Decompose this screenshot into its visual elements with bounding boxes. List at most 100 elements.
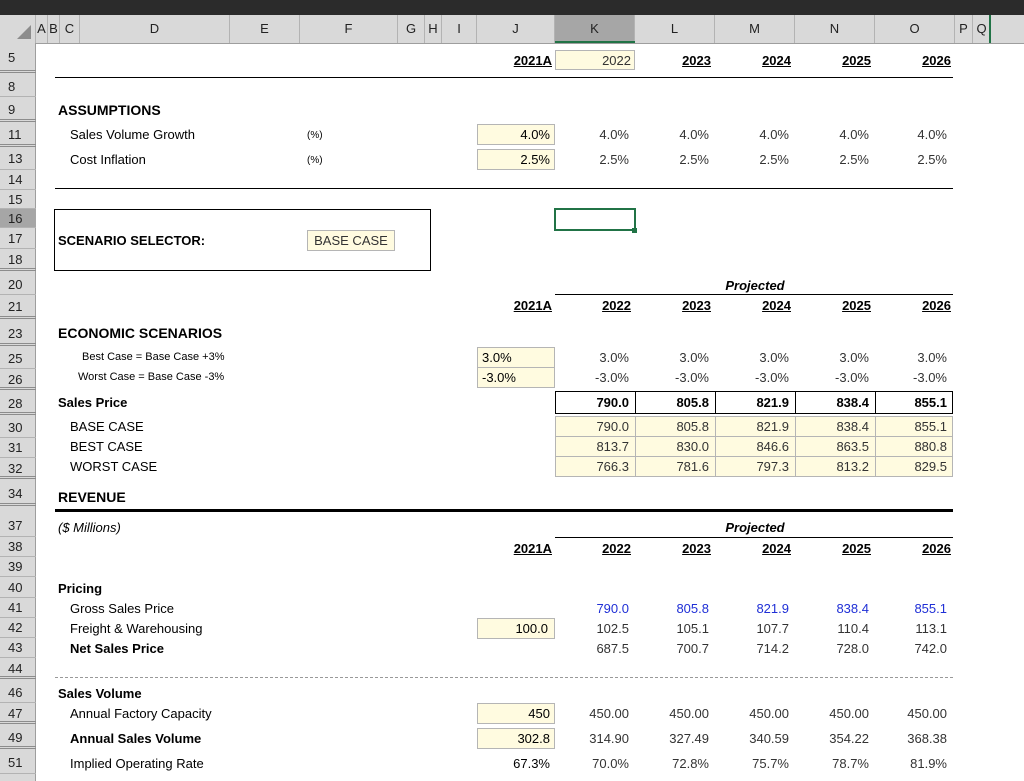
- row-header-16[interactable]: 16: [0, 209, 36, 228]
- year-header-2024: 2024: [762, 298, 791, 313]
- fill-handle[interactable]: [632, 228, 637, 233]
- net-sales-price-2022: 687.5: [596, 641, 629, 656]
- column-header-l[interactable]: L: [635, 15, 715, 43]
- row-header-14[interactable]: 14: [0, 170, 36, 190]
- row-header-42[interactable]: 42: [0, 618, 36, 638]
- freight-input[interactable]: [477, 618, 555, 639]
- column-header-h[interactable]: H: [425, 15, 442, 43]
- scenario-selector-input[interactable]: [307, 230, 395, 251]
- base-case-2025: 838.4: [836, 419, 869, 434]
- section-divider: [55, 509, 953, 512]
- scenario-price-grid[interactable]: [555, 416, 953, 477]
- worst-case-2021a: -3.0%: [482, 370, 516, 385]
- year-header-2026: 2026: [922, 298, 951, 313]
- base-case-2026: 855.1: [914, 419, 947, 434]
- row-header-43[interactable]: 43: [0, 638, 36, 658]
- column-header-d[interactable]: D: [80, 15, 230, 43]
- row-header-20[interactable]: 20: [0, 275, 36, 295]
- row-header-39[interactable]: 39: [0, 557, 36, 577]
- row-header-11[interactable]: 11: [0, 123, 36, 147]
- factory-capacity-2022: 450.00: [589, 706, 629, 721]
- worst-case-2024: -3.0%: [755, 370, 789, 385]
- operating-rate-label: Implied Operating Rate: [70, 756, 204, 771]
- row-header-37[interactable]: 37: [0, 515, 36, 537]
- cost-inflation-input[interactable]: [477, 149, 555, 170]
- row-header-28[interactable]: 28: [0, 393, 36, 415]
- year-header-2022: 2022: [602, 541, 631, 556]
- year-header-2025: 2025: [842, 541, 871, 556]
- annual-sales-volume-2023: 327.49: [669, 731, 709, 746]
- year-header-2025: 2025: [842, 53, 871, 68]
- row-header-38[interactable]: 38: [0, 537, 36, 557]
- row-header-31[interactable]: 31: [0, 438, 36, 458]
- cost-inflation-2022: 2.5%: [599, 152, 629, 167]
- column-header-f[interactable]: F: [300, 15, 398, 43]
- row-header-8[interactable]: 8: [0, 77, 36, 97]
- row-header-34[interactable]: 34: [0, 482, 36, 506]
- column-header-g[interactable]: G: [398, 15, 425, 43]
- net-sales-price-2024: 714.2: [756, 641, 789, 656]
- row-header-40[interactable]: 40: [0, 577, 36, 598]
- freight-2025: 110.4: [837, 621, 869, 636]
- row-header-15[interactable]: 15: [0, 190, 36, 209]
- net-sales-price-label: Net Sales Price: [70, 641, 164, 656]
- worst-case-2023: -3.0%: [675, 370, 709, 385]
- cell-divider: [715, 416, 716, 477]
- row-header-23[interactable]: 23: [0, 322, 36, 346]
- column-header-n[interactable]: N: [795, 15, 875, 43]
- year-header-2023: 2023: [682, 541, 711, 556]
- cell-divider: [635, 391, 636, 414]
- gross-sales-price-2026: 855.1: [914, 601, 947, 616]
- row-header-32[interactable]: 32: [0, 458, 36, 479]
- projected-rule: [555, 294, 953, 295]
- row-header-51[interactable]: 51: [0, 752, 36, 774]
- column-header-p[interactable]: P: [955, 15, 973, 43]
- row-header-41[interactable]: 41: [0, 598, 36, 618]
- year-input-2022[interactable]: [555, 50, 635, 70]
- selected-column-indicator: [555, 41, 635, 43]
- year-header-2021a: 2021A: [513, 541, 552, 556]
- sales-price-2022: 790.0: [596, 395, 629, 410]
- freight-2021a: 100.0: [515, 621, 548, 636]
- column-header-j[interactable]: J: [477, 15, 555, 43]
- worst-case-price-2025: 813.2: [836, 459, 869, 474]
- sales-growth-input[interactable]: [477, 124, 555, 145]
- freight-2023: 105.1: [676, 621, 709, 636]
- row-header-17[interactable]: 17: [0, 228, 36, 249]
- column-header-c[interactable]: C: [60, 15, 80, 43]
- freight-2026: 113.1: [915, 621, 947, 636]
- assumptions-title: ASSUMPTIONS: [58, 102, 161, 118]
- best-case-price-2024: 846.6: [756, 439, 789, 454]
- column-header-k[interactable]: K: [555, 15, 635, 43]
- column-header-o[interactable]: O: [875, 15, 955, 43]
- best-case-2024: 3.0%: [759, 350, 789, 365]
- annual-sales-volume-2022: 314.90: [589, 731, 629, 746]
- row-header-44[interactable]: 44: [0, 658, 36, 679]
- column-header-a[interactable]: A: [36, 15, 48, 43]
- column-header-e[interactable]: E: [230, 15, 300, 43]
- factory-capacity-input[interactable]: [477, 703, 555, 724]
- worst-case-input[interactable]: [477, 367, 555, 388]
- row-header-5[interactable]: 5: [0, 43, 36, 73]
- column-header-m[interactable]: M: [715, 15, 795, 43]
- row-header-18[interactable]: 18: [0, 249, 36, 271]
- row-header-21[interactable]: 21: [0, 295, 36, 319]
- select-all-button[interactable]: [0, 15, 36, 43]
- column-header-b[interactable]: B: [48, 15, 60, 43]
- column-header-i[interactable]: I: [442, 15, 477, 43]
- annual-sales-volume-input[interactable]: [477, 728, 555, 749]
- worst-case-price-2022: 766.3: [596, 459, 629, 474]
- row-header-25[interactable]: 25: [0, 349, 36, 369]
- base-case-label: BASE CASE: [70, 419, 144, 434]
- row-header-13[interactable]: 13: [0, 148, 36, 170]
- row-header-9[interactable]: 9: [0, 97, 36, 122]
- row-header-46[interactable]: 46: [0, 683, 36, 703]
- row-header-49[interactable]: 49: [0, 727, 36, 749]
- freight-2024: 107.7: [756, 621, 789, 636]
- factory-capacity-2024: 450.00: [749, 706, 789, 721]
- row-header-26[interactable]: 26: [0, 369, 36, 390]
- annual-sales-volume-2021a: 302.8: [517, 731, 550, 746]
- row-header-30[interactable]: 30: [0, 418, 36, 438]
- row-header-47[interactable]: 47: [0, 703, 36, 724]
- active-cell-selection[interactable]: [554, 208, 636, 231]
